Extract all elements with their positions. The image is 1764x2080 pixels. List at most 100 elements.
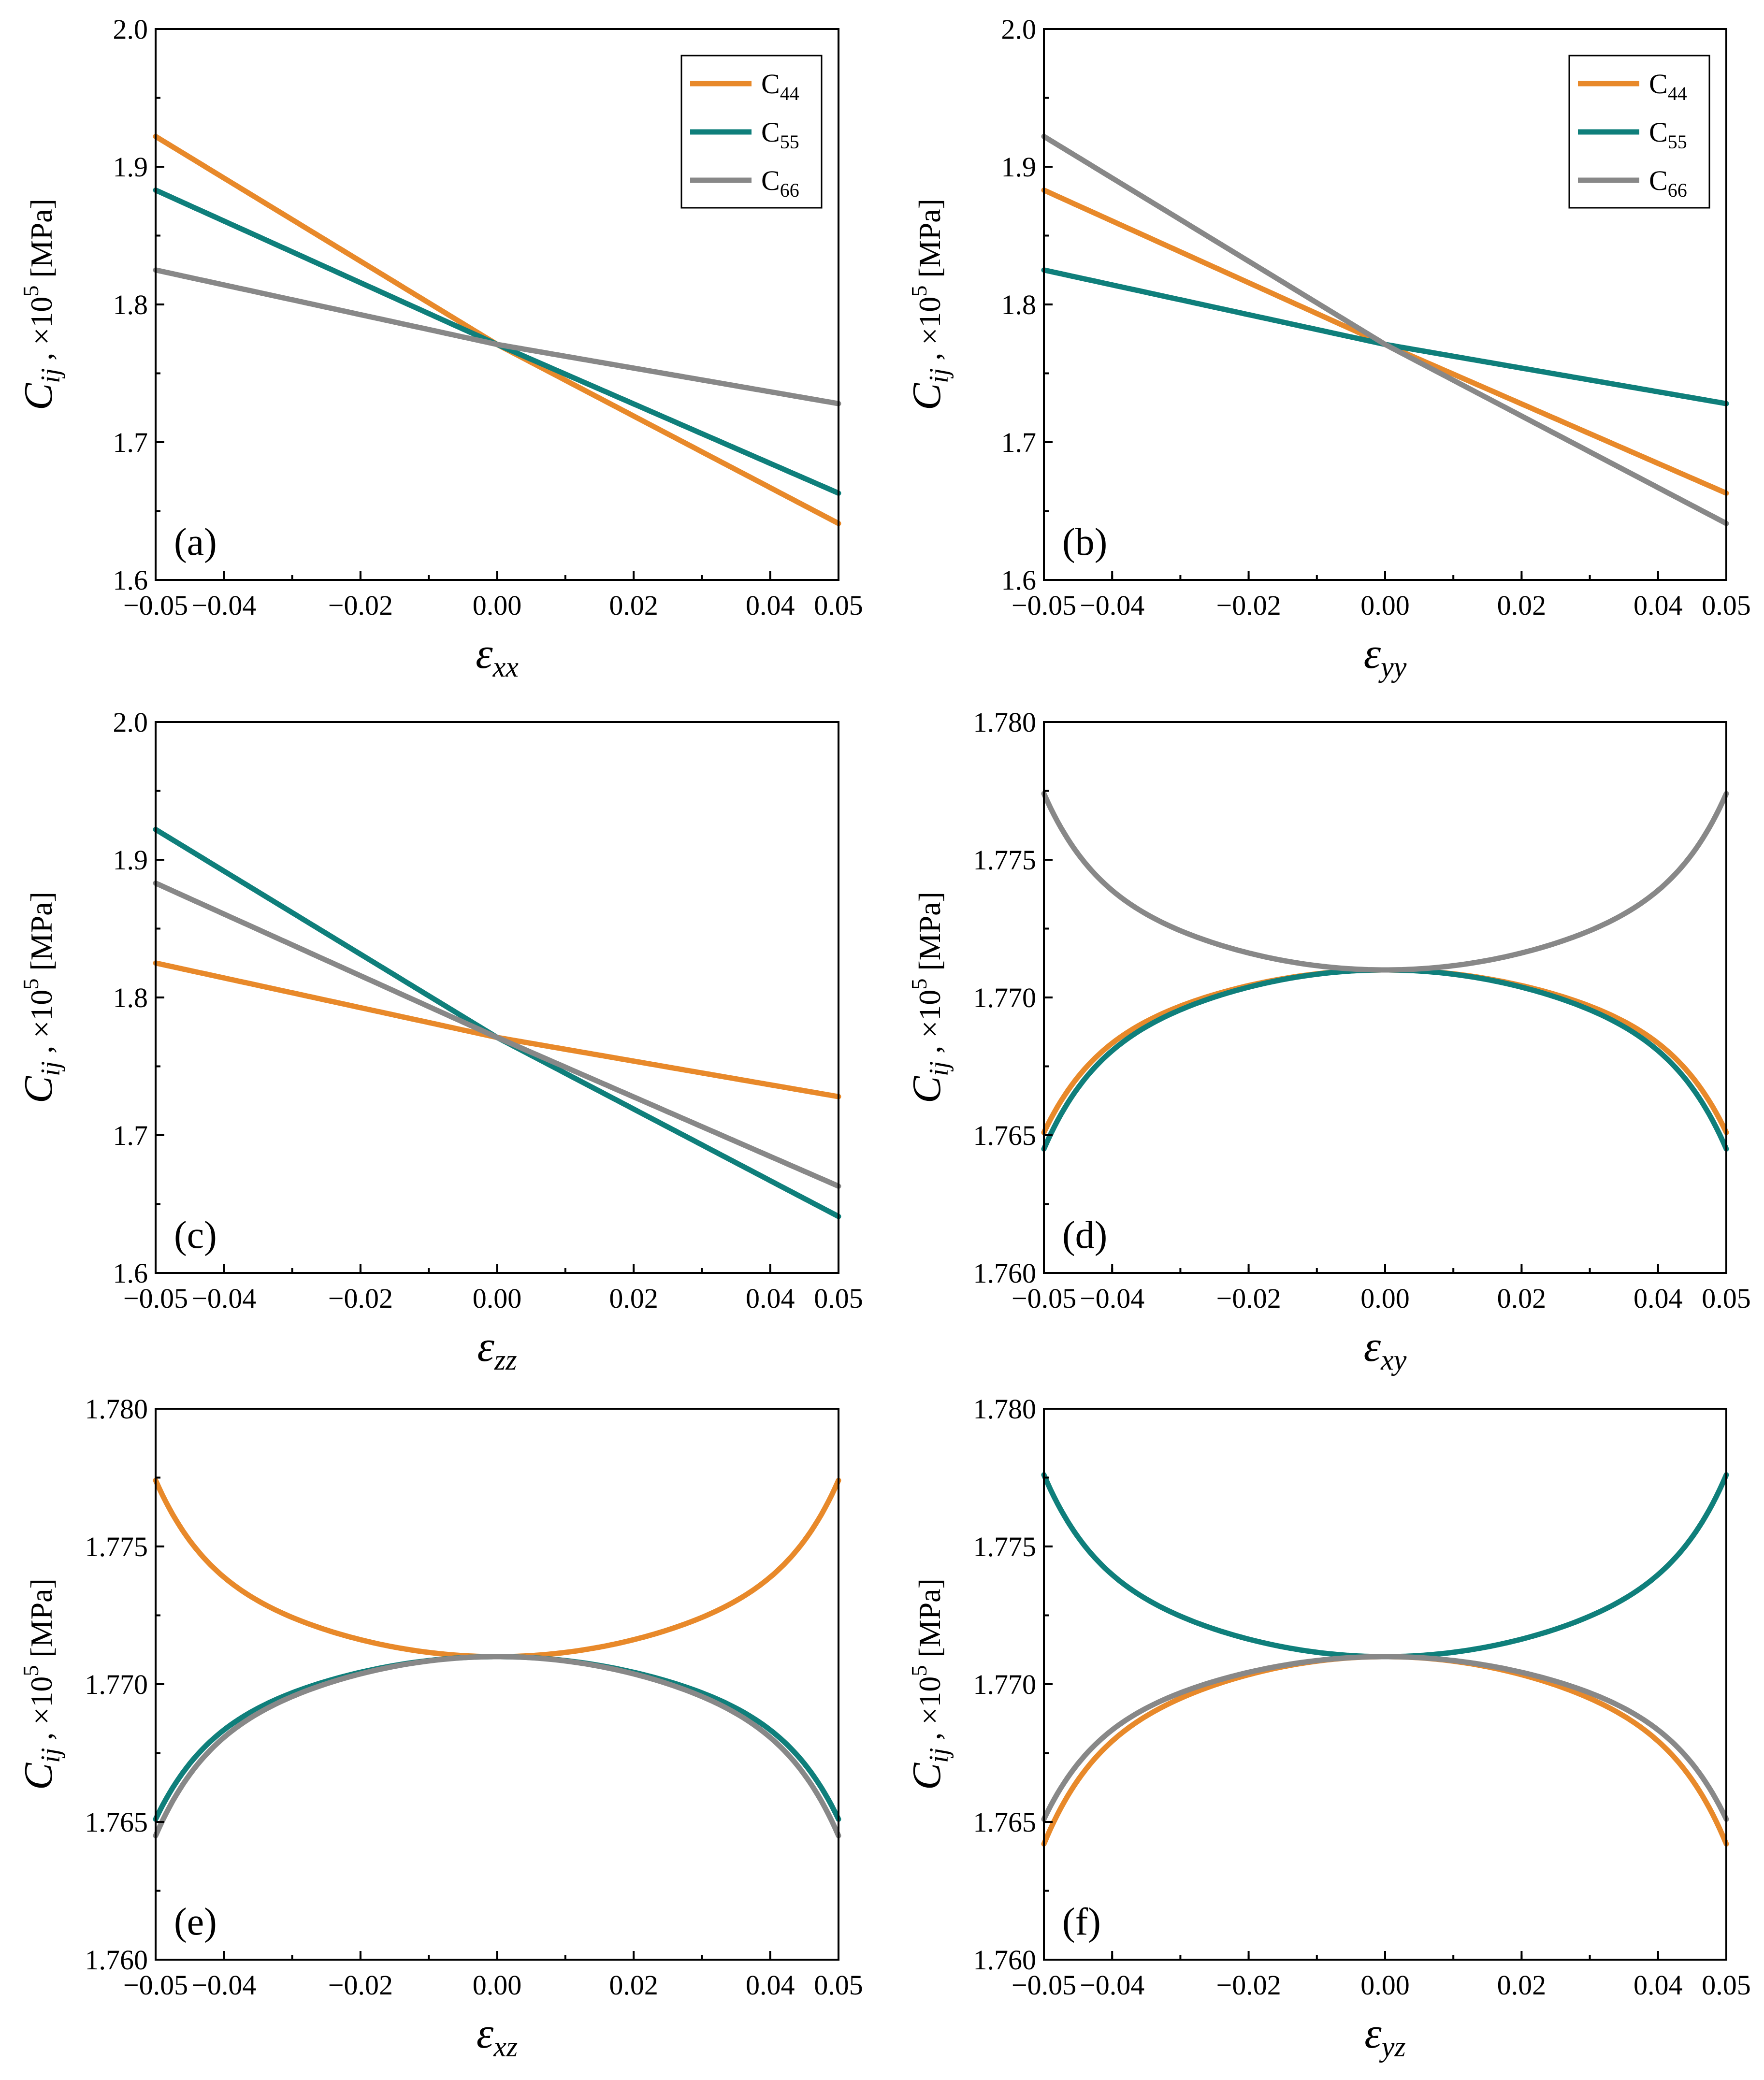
x-tick-label: 0.04 [746, 1969, 795, 2001]
x-tick-label: 0.05 [814, 590, 863, 621]
legend-label-sub: 55 [1668, 131, 1687, 153]
x-axis-label: εyz [1364, 2009, 1405, 2063]
y-label-base: C [16, 1076, 61, 1103]
panel-label: (c) [174, 1214, 217, 1257]
x-label-sub: xy [1380, 1344, 1407, 1376]
x-tick-label: 0.02 [609, 1969, 658, 2001]
legend-label-base: C [761, 68, 780, 100]
y-tick-label: 1.6 [1001, 564, 1037, 596]
x-tick-label: −0.02 [1216, 590, 1281, 621]
legend-label-sub: 66 [1668, 179, 1687, 201]
y-label-sub: ij [36, 1748, 66, 1763]
x-tick-label: −0.05 [1012, 1283, 1076, 1314]
x-tick-label: −0.05 [1012, 590, 1076, 621]
y-tick-label: 1.775 [973, 1531, 1037, 1562]
x-label-base: ε [1364, 630, 1381, 678]
y-label-sup: 5 [18, 979, 43, 990]
legend-label-C66: C66 [1649, 165, 1687, 201]
x-tick-label: 0.04 [746, 1283, 795, 1314]
x-label-base: ε [1364, 1323, 1381, 1371]
plot-frame [1043, 1408, 1727, 1961]
y-tick-label: 1.770 [85, 1669, 148, 1700]
y-axis-label: Cij , ×105 [MPa] [904, 199, 954, 410]
series-line-C55 [153, 1654, 841, 1822]
x-label-sub: yz [1379, 2031, 1406, 2063]
series-line-C44 [153, 1477, 841, 1660]
x-tick-label: 0.05 [814, 1969, 863, 2001]
y-label-mid: , ×10 [24, 297, 58, 368]
y-label-base: C [904, 1762, 949, 1790]
chart-panel-c: −0.05 −0.04 −0.02 0.00 0.02 0.04 0.05 1.6 1.7 1.8… [16, 707, 863, 1376]
y-label-mid: , ×10 [24, 990, 58, 1061]
panel-label: (e) [174, 1901, 217, 1943]
series-line-C55 [1041, 967, 1729, 1152]
y-label-base: C [904, 1076, 949, 1103]
y-tick-label: 1.8 [113, 289, 148, 320]
y-label-unit: [MPa] [24, 199, 58, 286]
legend-label-base: C [1649, 165, 1668, 196]
x-tick-label: 0.00 [473, 1283, 522, 1314]
x-tick-label: 0.02 [609, 590, 658, 621]
x-label-sub: zz [494, 1344, 517, 1376]
y-tick-label: 1.780 [973, 1393, 1037, 1425]
y-tick-label: 1.7 [1001, 427, 1037, 458]
y-label-sup: 5 [907, 979, 931, 990]
y-tick-label: 1.765 [973, 1806, 1037, 1838]
legend-label-C55: C55 [761, 116, 799, 153]
x-tick-label: −0.02 [1216, 1283, 1281, 1314]
y-tick-label: 1.770 [973, 982, 1037, 1013]
y-label-sup: 5 [907, 1665, 931, 1676]
y-label-sub: ij [924, 1748, 954, 1763]
y-label-unit: [MPa] [912, 1578, 947, 1665]
x-label-sub: xx [492, 651, 519, 683]
legend-label-base: C [761, 165, 780, 196]
x-tick-label: 0.00 [473, 590, 522, 621]
series-line-C55 [1041, 267, 1729, 406]
x-axis-label: εxx [476, 630, 519, 683]
y-label-unit: [MPa] [24, 892, 58, 979]
legend-label-C44: C44 [761, 68, 799, 104]
x-axis-label: εxz [477, 2009, 518, 2063]
x-tick-label: 0.04 [746, 590, 795, 621]
series-line-C66 [1041, 791, 1729, 973]
y-tick-label: 1.6 [113, 564, 148, 596]
x-label-base: ε [476, 630, 493, 678]
y-tick-label: 1.775 [973, 844, 1037, 876]
x-tick-label: 0.04 [1634, 590, 1683, 621]
x-label-base: ε [477, 1323, 494, 1371]
panel-label: (a) [174, 521, 217, 563]
x-tick-label: −0.05 [123, 1969, 188, 2001]
x-tick-label: −0.02 [328, 590, 393, 621]
x-tick-label: 0.00 [1360, 590, 1410, 621]
legend-label-base: C [761, 116, 780, 148]
legend-label-sub: 66 [780, 179, 799, 201]
x-tick-label: 0.00 [1360, 1969, 1410, 2001]
y-axis-label: Cij , ×105 [MPa] [16, 199, 66, 410]
x-tick-label: 0.02 [1497, 1969, 1547, 2001]
series-line-C66 [1041, 1654, 1729, 1822]
legend-label-sub: 44 [1668, 83, 1687, 104]
y-label-base: C [16, 383, 61, 410]
x-tick-label: −0.05 [123, 590, 188, 621]
y-label-base: C [904, 383, 949, 410]
y-label-mid: , ×10 [912, 1676, 947, 1748]
x-axis-label: εyy [1364, 630, 1407, 683]
y-axis-label: Cij , ×105 [MPa] [16, 892, 66, 1103]
x-tick-label: −0.05 [123, 1283, 188, 1314]
x-tick-label: 0.02 [1497, 590, 1547, 621]
series-line-C66 [1041, 133, 1729, 526]
legend-label-sub: 44 [780, 83, 799, 104]
plot-frame [1043, 721, 1727, 1274]
y-axis-label: Cij , ×105 [MPa] [904, 892, 954, 1103]
x-tick-label: −0.04 [191, 590, 256, 621]
x-tick-label: 0.04 [1634, 1969, 1683, 2001]
y-tick-label: 1.9 [1001, 151, 1037, 183]
y-tick-label: 1.760 [85, 1944, 148, 1976]
y-tick-label: 1.760 [973, 1257, 1037, 1289]
y-tick-label: 1.7 [113, 427, 148, 458]
y-label-mid: , ×10 [24, 1676, 58, 1748]
series-line-C66 [153, 1654, 841, 1838]
x-tick-label: 0.02 [609, 1283, 658, 1314]
y-label-sub: ij [36, 1061, 66, 1076]
